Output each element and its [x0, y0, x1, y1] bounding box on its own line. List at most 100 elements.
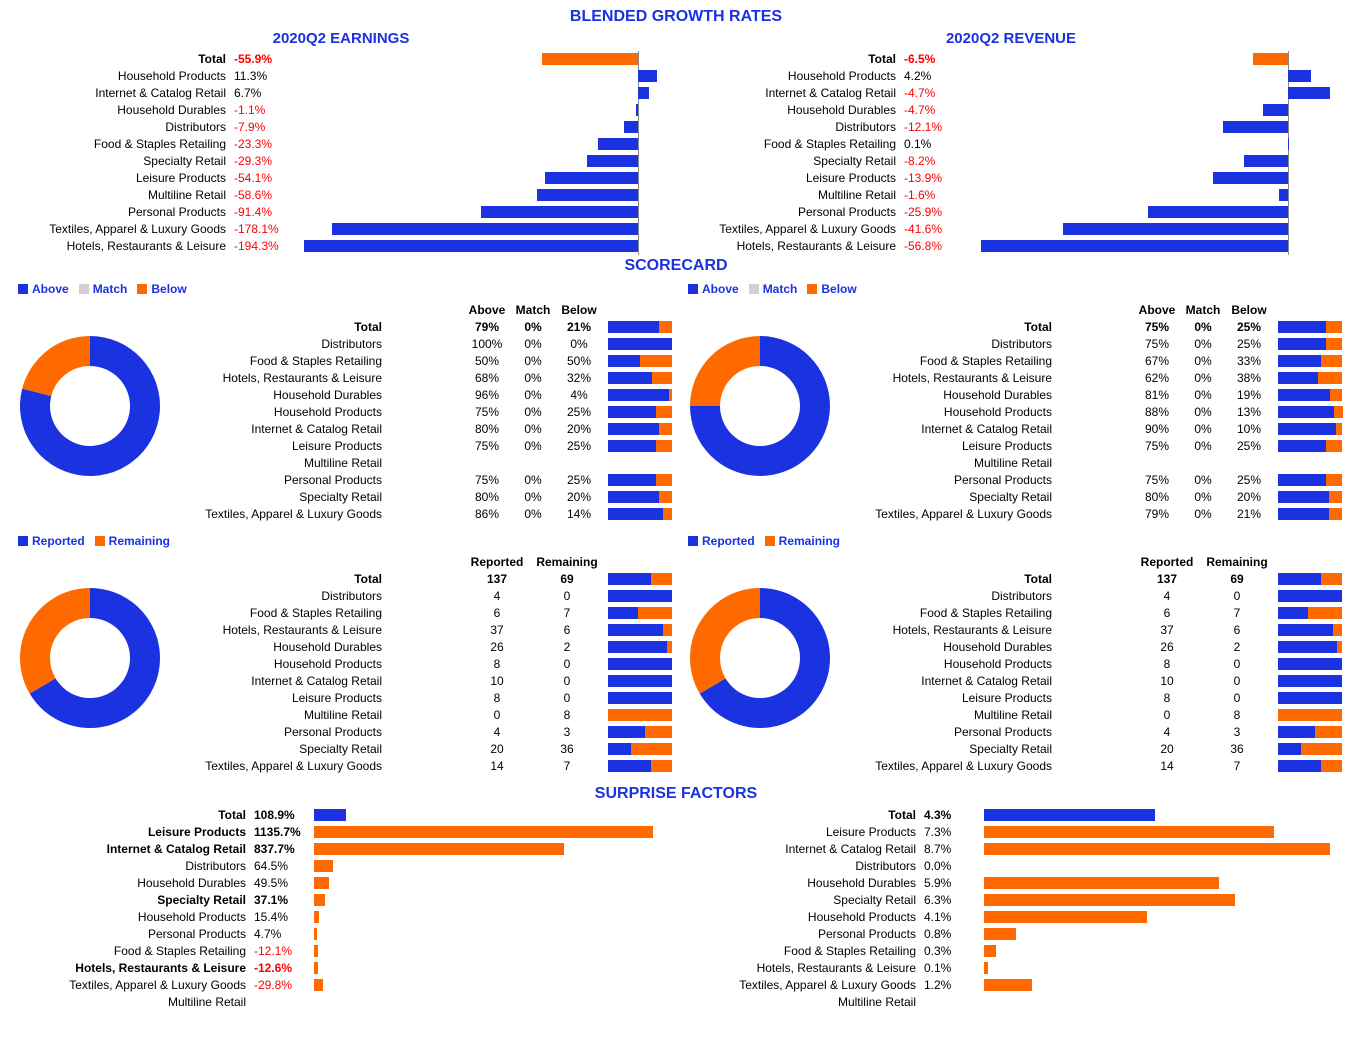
legend-swatch — [18, 284, 28, 294]
row-label: Multiline Retail — [196, 707, 386, 724]
cell: 10 — [462, 673, 532, 690]
stacked-bar — [1278, 353, 1342, 370]
table-row: 67 — [392, 605, 602, 622]
cell: 8 — [1202, 707, 1272, 724]
row-value: -178.1% — [234, 221, 290, 238]
row-value: 4.2% — [904, 68, 960, 85]
bar — [1253, 53, 1288, 65]
surprise-row: Leisure Products1135.7% — [10, 824, 310, 841]
scorecard-rr-row: ReportedRemaining TotalDistributorsFood … — [10, 531, 1342, 783]
row-label: Hotels, Restaurants & Leisure — [196, 370, 386, 387]
cell: 37 — [462, 622, 532, 639]
growth-row: Leisure Products-54.1% — [10, 170, 290, 187]
revenue-chart: Total-6.5%Household Products4.2%Internet… — [680, 51, 1342, 255]
donut-revenue-amb — [680, 302, 860, 489]
cell: 68% — [464, 370, 510, 387]
bar — [545, 172, 638, 184]
row-label: Specialty Retail — [680, 153, 904, 170]
table-row: 67 — [1062, 605, 1272, 622]
legend-label: Below — [151, 282, 186, 296]
table-row: 96%0%4% — [392, 387, 602, 404]
row-label: Food & Staples Retailing — [680, 943, 924, 960]
stacked-bar — [608, 724, 672, 741]
table-row: 86%0%14% — [392, 506, 602, 523]
cell: 20% — [556, 421, 602, 438]
row-label: Hotels, Restaurants & Leisure — [680, 238, 904, 255]
cell: 32% — [556, 370, 602, 387]
row-value: -55.9% — [234, 51, 290, 68]
revenue-bars — [964, 51, 1342, 255]
cell: 0% — [1180, 370, 1226, 387]
donut-earnings-rr — [10, 554, 190, 741]
cell: 75% — [1134, 336, 1180, 353]
stacked-bar — [1278, 639, 1342, 656]
row-label: Specialty Retail — [680, 892, 924, 909]
cell: 75% — [1134, 472, 1180, 489]
row-label: Hotels, Restaurants & Leisure — [866, 370, 1056, 387]
row-label: Household Durables — [196, 639, 386, 656]
stacked-bar — [608, 319, 672, 336]
cell: 25% — [556, 404, 602, 421]
stacked-bar — [1278, 387, 1342, 404]
bar — [984, 877, 1219, 889]
row-value: 11.3% — [234, 68, 290, 85]
amb-right-values: AboveMatchBelow75%0%25%75%0%25%67%0%33%6… — [1062, 302, 1272, 523]
stacked-bar — [1278, 588, 1342, 605]
row-label: Food & Staples Retailing — [10, 136, 234, 153]
cell: 0% — [1180, 319, 1226, 336]
cell: 0% — [510, 438, 556, 455]
growth-row: Textiles, Apparel & Luxury Goods-178.1% — [10, 221, 290, 238]
row-label: Total — [866, 571, 1056, 588]
row-label: Total — [196, 571, 386, 588]
table-row: 75%0%25% — [392, 404, 602, 421]
cell: 7 — [1202, 605, 1272, 622]
stacked-bar — [608, 605, 672, 622]
stacked-bar — [608, 336, 672, 353]
bar — [1223, 121, 1288, 133]
cell: 0 — [532, 656, 602, 673]
cell: 20 — [462, 741, 532, 758]
cell: 0% — [1180, 472, 1226, 489]
cell: 0% — [510, 353, 556, 370]
growth-row: Total-55.9% — [10, 51, 290, 68]
row-label: Internet & Catalog Retail — [196, 421, 386, 438]
surprise-right-labels: Total4.3%Leisure Products7.3%Internet & … — [680, 807, 980, 1011]
row-label: Specialty Retail — [866, 741, 1056, 758]
row-label: Household Products — [196, 404, 386, 421]
surprise-row: Distributors0.0% — [680, 858, 980, 875]
donut-earnings-amb — [10, 302, 190, 489]
earnings-labels: Total-55.9%Household Products11.3%Intern… — [10, 51, 290, 255]
row-label: Personal Products — [680, 204, 904, 221]
growth-row: Food & Staples Retailing-23.3% — [10, 136, 290, 153]
cell: 137 — [1132, 571, 1202, 588]
row-value: -12.1% — [904, 119, 960, 136]
row-value: -4.7% — [904, 102, 960, 119]
row-value: -58.6% — [234, 187, 290, 204]
cell: 0 — [532, 673, 602, 690]
row-label: Personal Products — [10, 926, 254, 943]
row-value: -12.6% — [254, 960, 310, 977]
row-label: Hotels, Restaurants & Leisure — [10, 960, 254, 977]
rr-left-values: ReportedRemaining13769406737626280100800… — [392, 554, 602, 775]
cell: 13% — [1226, 404, 1272, 421]
table-row: 75%0%25% — [1062, 336, 1272, 353]
amb-left-bars — [608, 302, 672, 523]
bar — [1288, 87, 1330, 99]
table-row: 262 — [1062, 639, 1272, 656]
row-label: Hotels, Restaurants & Leisure — [680, 960, 924, 977]
bar — [1288, 138, 1289, 150]
row-label: Household Products — [866, 404, 1056, 421]
bar — [1213, 172, 1288, 184]
row-value: -56.8% — [904, 238, 960, 255]
surprise-row: Internet & Catalog Retail837.7% — [10, 841, 310, 858]
legend-swatch — [749, 284, 759, 294]
row-label: Personal Products — [680, 926, 924, 943]
col-header: Remaining — [1202, 554, 1272, 571]
surprise-row: Personal Products0.8% — [680, 926, 980, 943]
cell: 50% — [464, 353, 510, 370]
row-label: Total — [10, 51, 234, 68]
stacked-bar — [608, 690, 672, 707]
growth-row: Household Durables-1.1% — [10, 102, 290, 119]
table-row: 75%0%25% — [392, 438, 602, 455]
row-label: Household Durables — [680, 102, 904, 119]
